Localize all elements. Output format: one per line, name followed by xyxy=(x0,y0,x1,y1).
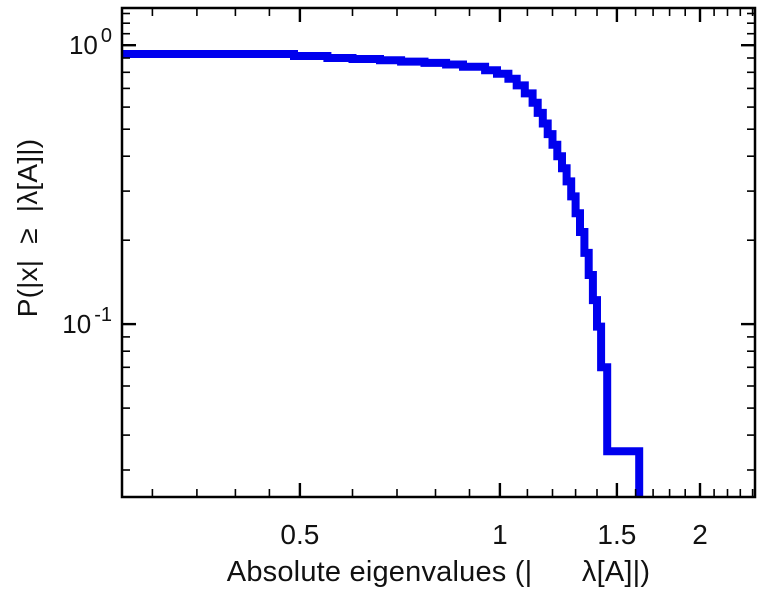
axis-ticks xyxy=(122,8,755,497)
y-tick-label: 10 -1 xyxy=(62,304,112,339)
ccdf-series-group xyxy=(122,50,644,497)
x-tick-label: 0.5 xyxy=(280,519,319,550)
x-tick-label: 1.5 xyxy=(597,519,636,550)
x-tick-label: 2 xyxy=(692,519,708,550)
y-tick-label: 10 0 xyxy=(69,25,112,60)
x-tick-labels: 0.5 1 1.5 2 xyxy=(280,519,707,550)
x-axis-title: Absolute eigenvalues (| λ[A]|) xyxy=(226,556,651,588)
y-axis-title: P(|x| ≥ |λ[A]|) xyxy=(12,138,43,318)
x-tick-label: 1 xyxy=(492,519,508,550)
plot-frame xyxy=(120,6,757,499)
ccdf-step-line xyxy=(122,50,644,497)
